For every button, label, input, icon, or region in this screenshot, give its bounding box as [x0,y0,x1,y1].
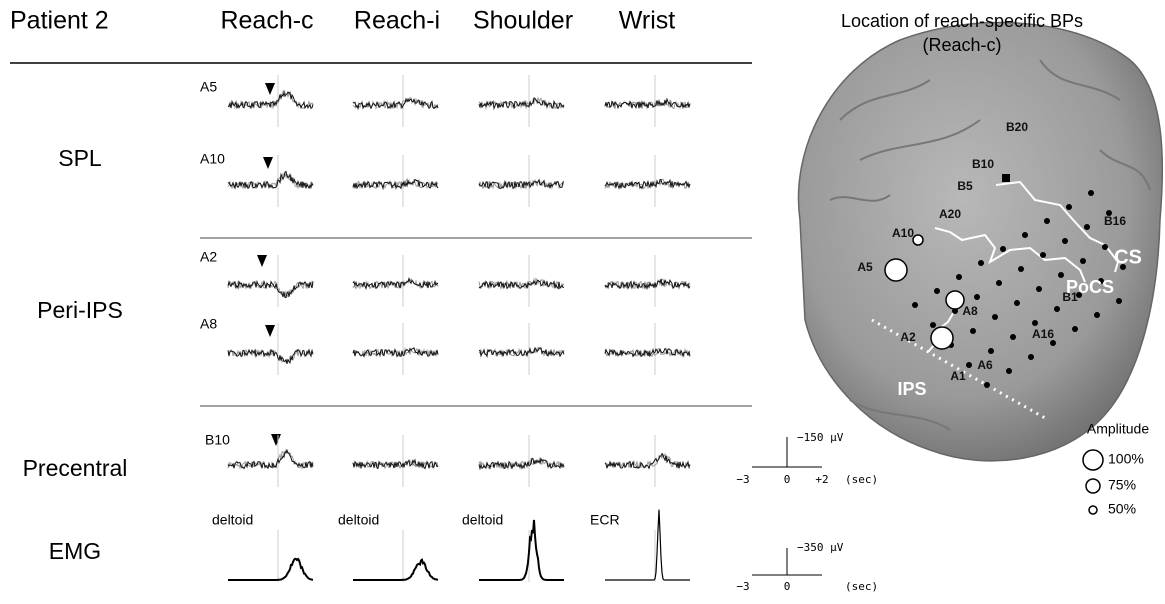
arrowheads [257,83,281,446]
electrode [1022,232,1028,238]
label: A16 [1032,327,1054,341]
electrode [966,362,972,368]
trace [228,350,313,364]
label: deltoid [462,512,503,528]
label: A2 [900,330,916,344]
label: A20 [939,207,961,221]
electrode [956,274,962,280]
trace [228,450,313,468]
electrode [1116,298,1122,304]
label: A8 [962,304,978,318]
electrode [1040,252,1046,258]
label: SPL [58,145,102,171]
brain [798,23,1162,461]
label: deltoid [212,512,253,528]
electrode [1080,258,1086,264]
electrode [974,294,980,300]
electrode [1084,224,1090,230]
electrode [1088,190,1094,196]
trace [605,454,690,469]
electrode [1094,312,1100,318]
electrode [1000,246,1006,252]
electrode [1072,326,1078,332]
label: 50% [1108,501,1136,517]
label: Patient 2 [10,7,109,35]
electrode [1054,306,1060,312]
label: (sec) [845,580,878,593]
electrode [978,260,984,266]
electrode [996,280,1002,286]
electrode [912,302,918,308]
label: deltoid [338,512,379,528]
electrode [1032,320,1038,326]
electrode [1102,244,1108,250]
emg-trace [353,560,438,580]
label: B20 [1006,120,1028,134]
label: −3 [736,473,749,486]
label: Precentral [23,455,128,481]
emg-trace [228,559,313,580]
electrode [1044,218,1050,224]
electrode [1066,204,1072,210]
label: A6 [977,358,993,372]
electrode [934,288,940,294]
trace [479,458,564,468]
label: −3 [736,580,749,593]
label: B16 [1104,214,1126,228]
label: 0 [784,473,791,486]
label: ECR [590,512,620,528]
label: (Reach-c) [922,35,1001,55]
trace [228,172,313,189]
legend-circles [1083,450,1103,514]
trace [228,282,313,298]
label: −350 μV [797,541,844,554]
label: Shoulder [473,7,573,35]
electrode [988,348,994,354]
label: Reach-c [220,7,313,35]
figure: Patient 2 Reach-c Reach-i Shoulder Wrist SPL P… [0,0,1165,599]
label: A1 [950,369,966,383]
electrode [1058,272,1064,278]
electrode [1006,368,1012,374]
electrode [1062,238,1068,244]
label: Amplitude [1087,421,1149,437]
label: −150 μV [797,431,844,444]
label: Wrist [619,7,676,35]
label: (sec) [845,473,878,486]
label: 75% [1108,477,1136,493]
label: Peri-IPS [37,297,123,323]
label: CS [1114,246,1142,268]
label: A5 [200,79,217,95]
label: Location of reach-specific BPs [841,11,1083,31]
scale-bars [752,437,822,575]
label: B5 [957,179,973,193]
emg-trace [479,520,564,580]
electrode [930,322,936,328]
electrode [1018,266,1024,272]
label: A2 [200,249,217,265]
label: +2 [815,473,828,486]
electrode [970,328,976,334]
label: 100% [1108,451,1144,467]
label: B10 [205,432,230,448]
electrode [1028,354,1034,360]
electrode [992,314,998,320]
label: 0 [784,580,791,593]
label: A10 [200,151,225,167]
electrode [1014,300,1020,306]
label: A10 [892,226,914,240]
label: B10 [972,157,994,171]
label: A8 [200,316,217,332]
electrode [984,382,990,388]
label: Reach-i [354,7,440,35]
label: IPS [897,379,926,399]
label: PoCS [1066,277,1114,297]
electrode [1036,286,1042,292]
electrode [1010,334,1016,340]
label: A5 [857,260,873,274]
label: EMG [49,538,101,564]
trace [228,92,313,108]
